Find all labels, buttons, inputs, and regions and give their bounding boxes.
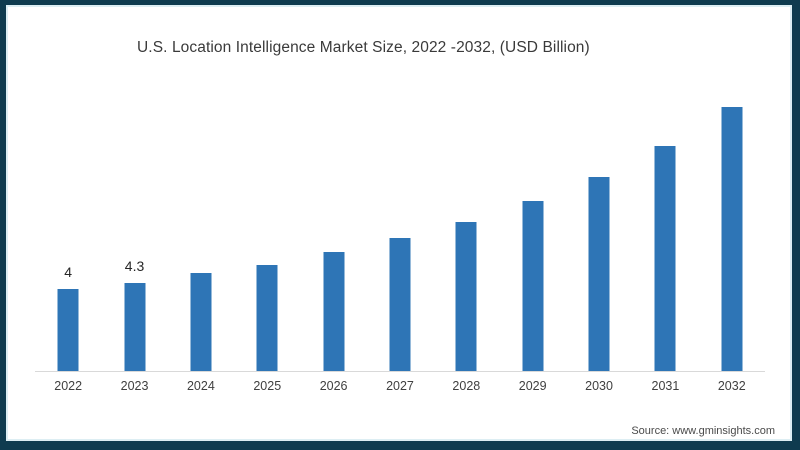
bar-value-label-2023: 4.3 bbox=[124, 258, 145, 275]
x-axis-label-2025: 2025 bbox=[253, 379, 282, 393]
x-axis-label-2022: 2022 bbox=[54, 379, 83, 393]
plot-area: 4 4.3 bbox=[35, 95, 765, 372]
x-axis-label-2029: 2029 bbox=[518, 379, 547, 393]
x-axis-label-2030: 2030 bbox=[585, 379, 613, 393]
bar-2027 bbox=[389, 238, 411, 371]
bar-2028 bbox=[455, 221, 477, 371]
x-axis-label-2026: 2026 bbox=[319, 379, 348, 393]
x-axis-label-2023: 2023 bbox=[120, 379, 149, 393]
bar-group-2028 bbox=[433, 95, 499, 371]
bar-group-2031 bbox=[632, 95, 698, 371]
bar-group-2029 bbox=[500, 95, 566, 371]
bar-2032 bbox=[721, 107, 743, 371]
chart-title: U.S. Location Intelligence Market Size, … bbox=[137, 39, 590, 56]
source-attribution: Source: www.gminsights.com bbox=[631, 425, 775, 437]
bar-2030 bbox=[588, 176, 610, 371]
bar-2029 bbox=[522, 201, 544, 371]
x-axis-label-2032: 2032 bbox=[717, 379, 746, 393]
bar-group-2027 bbox=[367, 95, 433, 371]
bar-group-2025 bbox=[234, 95, 300, 371]
bar-group-2026 bbox=[300, 95, 366, 371]
bar-2026 bbox=[323, 252, 345, 371]
x-axis-labels: 2022 2023 2024 2025 2026 2027 2028 2029 2030 2031… bbox=[35, 379, 765, 393]
bar-2024 bbox=[190, 272, 212, 371]
bar-2025 bbox=[256, 264, 278, 371]
x-axis-label-2024: 2024 bbox=[186, 379, 215, 393]
x-axis-label-2027: 2027 bbox=[386, 379, 414, 393]
bar-group-2024 bbox=[168, 95, 234, 371]
bar-2031 bbox=[654, 146, 676, 371]
x-axis-label-2031: 2031 bbox=[651, 379, 680, 393]
bar-group-2030 bbox=[566, 95, 632, 371]
bar-value-label-2022: 4 bbox=[64, 264, 73, 281]
bar-2023 bbox=[124, 283, 146, 371]
x-axis-label-2028: 2028 bbox=[452, 379, 481, 393]
bar-2022 bbox=[57, 289, 79, 371]
bar-group-2023: 4.3 bbox=[101, 95, 167, 371]
bar-group-2032 bbox=[699, 95, 765, 371]
bar-group-2022: 4 bbox=[35, 95, 101, 371]
